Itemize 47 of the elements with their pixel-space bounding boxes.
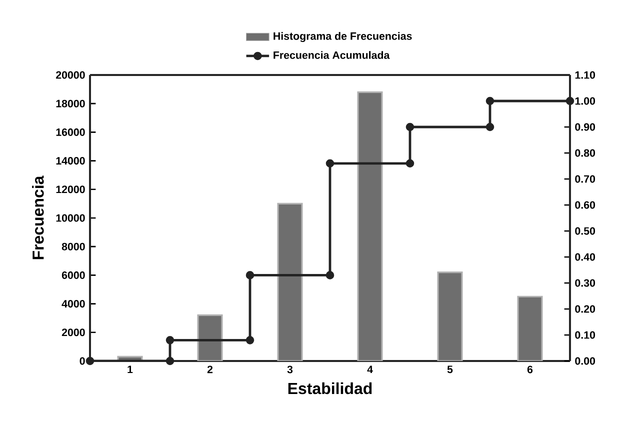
point [406,122,414,132]
y-tick-label: 4000 [62,300,85,308]
y2-tick-label: 0.70 [575,175,596,183]
point [166,336,174,344]
point [566,96,574,106]
point [486,122,494,132]
x-tick-label: 1 [128,366,133,374]
y-tick-label: 0 [80,357,85,365]
legend-label: Frecuencia Acumulada [274,51,390,59]
point [486,96,494,106]
point [326,159,334,168]
y2-tick-label: 0.10 [575,331,596,339]
y2-tick-label: 0.00 [575,357,596,365]
y2-tick-label: 0.30 [575,279,596,287]
y2-tick-label: 0.60 [575,201,596,209]
y-tick-label: 2000 [62,328,85,336]
y2-tick-label: 0.80 [575,149,596,157]
y-tick-label: 6000 [62,271,85,279]
y2-tick-label: 1.00 [575,97,596,105]
x-tick-label: 2 [207,366,213,374]
y2-tick-label: 0.40 [575,253,596,261]
y-axis-title: Frecuencia [32,176,44,260]
x-tick-label: 6 [527,366,533,374]
point [326,271,334,280]
y-tick-label: 12000 [56,186,85,194]
y-tick-label: 8000 [62,242,85,250]
point [246,336,254,344]
point [246,271,254,280]
x-tick-label: 4 [367,366,373,374]
point [166,356,174,366]
x-tick-label: 5 [447,366,453,374]
y-tick-label: 16000 [56,128,85,136]
y-tick-label: 18000 [56,100,85,108]
y-tick-label: 10000 [56,214,85,222]
y2-tick-label: 0.90 [575,123,596,131]
x-axis-title: Estabilidad [288,382,372,394]
bar [437,272,463,361]
y2-tick-label: 1.10 [575,71,596,79]
y2-tick-label: 0.50 [575,227,596,235]
y-tick-label: 20000 [56,71,85,79]
point [406,159,414,168]
y-tick-label: 14000 [56,157,85,165]
x-tick-label: 3 [287,366,293,374]
bar [357,91,383,361]
y2-tick-label: 0.20 [575,305,596,313]
legend-label: Histograma de Frecuencias [274,32,412,42]
point [86,356,94,366]
